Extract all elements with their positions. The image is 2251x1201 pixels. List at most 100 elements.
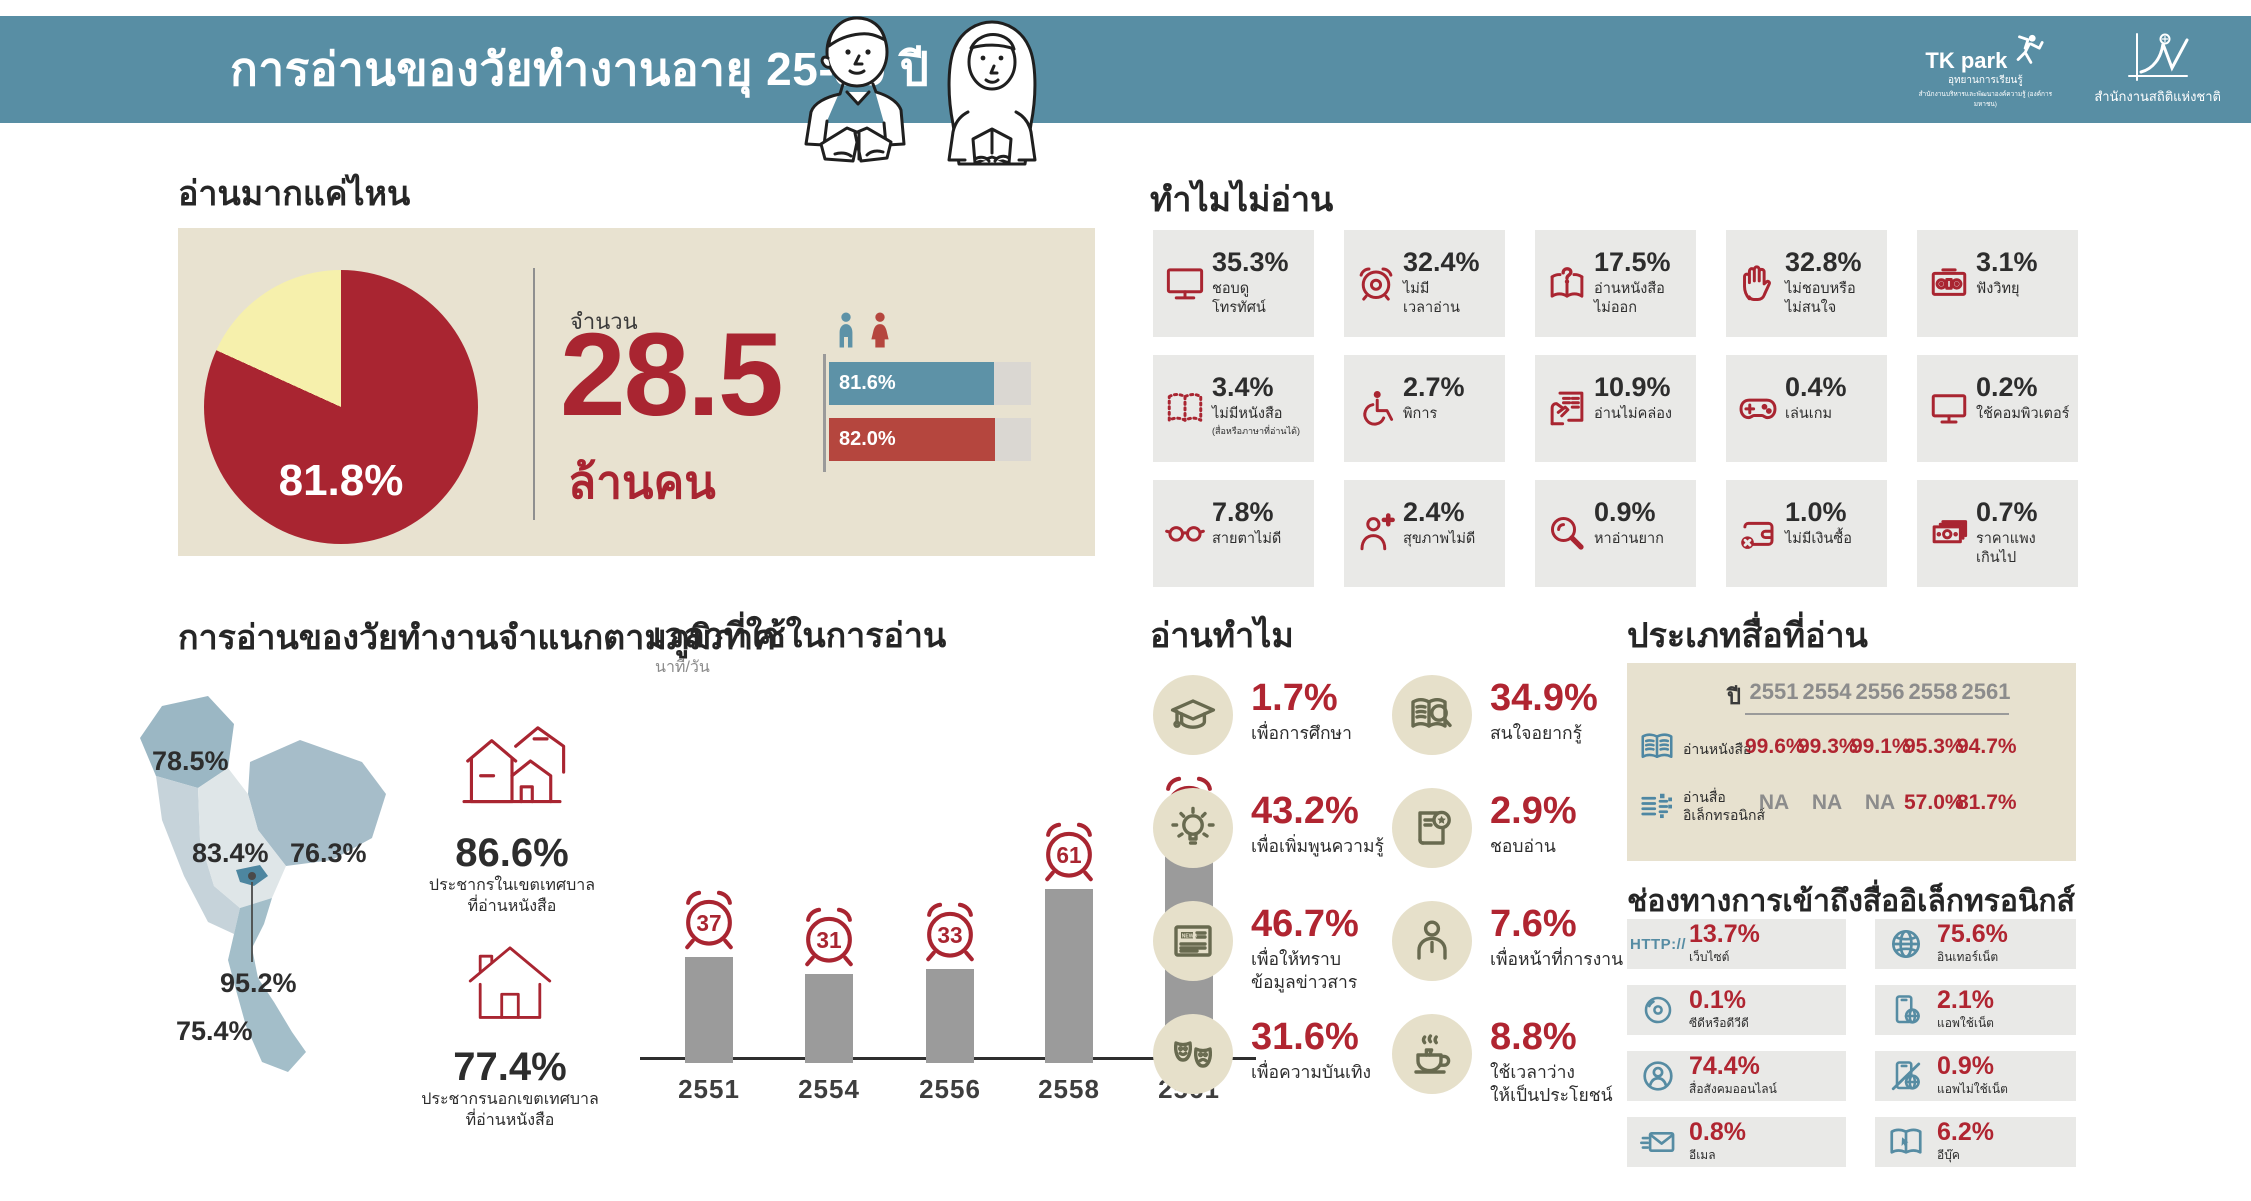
urban-label: ประชากรในเขตเทศบาล ที่อ่านหนังสือ [428,877,596,915]
male-icon [839,312,853,348]
wheelchair-icon [1363,391,1394,426]
why-read-title: อ่านทำไม [1150,617,1294,655]
why-not-grid: 35.3% ชอบดู โทรทัศน์ 32.4% ไม่มี เวลาอ่าน … [1153,230,2079,587]
social-media-icon [1643,1061,1673,1091]
health-icon [1360,513,1395,551]
male-bar: 81.6% [829,362,994,405]
svg-text:33: 33 [937,922,962,948]
clock-badge-icon: 37 [685,890,733,950]
channel-item: 0.8% อีเมล [1627,1117,1846,1167]
channel-item: HTTP:// 13.7% เว็บไซต์ [1627,919,1846,969]
why-read-item: 8.8% ใช้เวลาว่าง ให้เป็นประโยชน์ [1392,1014,1613,1106]
book-star-icon [1418,810,1451,845]
media-types-title: ประเภทสื่อที่อ่าน [1627,617,1868,655]
time-year: 2558 [1038,1074,1100,1104]
why-read-item: 1.7% เพื่อการศึกษา [1153,675,1352,755]
newspaper-icon: NEWS [1174,925,1212,957]
map-region-northeast [248,740,386,866]
tv-icon [1166,268,1204,300]
rural-pct: 77.4% [453,1045,567,1089]
amount-value: 28.5 [560,309,784,441]
row-label: อ่านสื่อ อิเล็กทรอนิกส์ [1683,789,1765,823]
rural-readers-block: 77.4% ประชากรนอกเขตเทศบาล ที่อ่านหนังสือ [410,928,610,1132]
lightbulb-icon [1171,806,1215,845]
alarm-clock-icon [1359,267,1393,301]
cd-icon [1644,996,1672,1024]
urban-houses-icon [462,726,566,804]
open-book-icon [1641,733,1673,759]
media-types-table: ปี 2551 2554 2556 2558 2561 อ่านหนังสือ … [1627,663,2076,861]
book-question-icon [1550,267,1584,298]
tkpark-logo-text: TK park [1925,47,2008,73]
teacup-icon [1414,1034,1451,1074]
channel-item: 0.1% ซีดีหรือดีวีดี [1627,985,1846,1035]
time-bar-group: 31 2554 [798,906,859,1104]
amount-label: จำนวน [570,309,638,334]
magnifier-icon [1550,516,1584,550]
banknotes-icon [1932,520,1968,544]
tkpark-runner-icon [2016,34,2044,64]
ebook-icon [1890,1128,1922,1154]
year-col: 2556 [1855,679,1905,704]
svg-text:37: 37 [696,910,721,936]
year-header: ปี [1727,684,1741,709]
male-bar-value: 81.6% [839,372,896,394]
readers-pie-label: 81.8% [278,456,404,505]
how-much-title: อ่านมากแค่ไหน [178,175,411,213]
year-col: 2561 [1961,679,2011,704]
reading-difficulty-icon [1550,391,1584,426]
map-central-value: 83.4% [192,838,269,868]
nso-logo-text: สำนักงานสถิติแห่งชาติ [2094,89,2221,104]
why-read-item: 31.6% เพื่อความบันเทิง [1153,1014,1371,1094]
channel-item: 0.9% แอพไม่ใช้เน็ต [1875,1051,2076,1101]
thailand-map: 78.5% 83.4% 76.3% 95.2% 75.4% [140,696,386,1072]
male-bar-track: 81.6% [829,362,1031,405]
tkpark-logo-subtitle: อุทยานการเรียนรู้ [1947,74,2023,86]
map-region-west [156,776,240,934]
why-read-item: NEWS 46.7% เพื่อให้ทราบ ข้อมูลข่าวสาร [1153,901,1359,993]
nso-logo: สำนักงานสถิติแห่งชาติ [2094,32,2221,107]
female-icon [871,312,889,348]
time-bar-group: 33 2556 [919,901,981,1104]
page-title: การอ่านของวัยทำงานอายุ 25-59 ปี [230,43,930,95]
theater-masks-icon [1174,1041,1212,1068]
nso-logo-icon [2127,33,2189,81]
time-unit: นาที/วัน [655,659,710,676]
graduation-cap-icon [1170,699,1216,729]
time-year: 2556 [919,1074,981,1104]
why-not-item: 2.4% สุขภาพไม่ดี [1344,480,1505,587]
computer-icon [1931,394,1967,424]
person-icon [1417,920,1447,960]
book-dotted-icon [1167,393,1203,422]
panel-divider [533,268,535,520]
book-magnifier-icon [1411,698,1452,728]
svg-text:NEWS: NEWS [1182,933,1198,939]
header-bar [0,16,2251,123]
http-icon: HTTP:// [1630,935,1686,953]
year-col: 2558 [1908,679,1958,704]
map-region-south [228,898,306,1072]
time-title: เวลาที่ใช้ในการอ่าน [653,617,947,655]
time-bar [805,974,853,1063]
why-read-item: 34.9% สนใจอยากรู้ [1392,675,1598,755]
clock-badge-icon: 61 [1045,822,1093,882]
why-not-item: 3.1% ฟังวิทยุ [1917,230,2078,337]
why-read-item: 43.2% เพื่อเพิ่มพูนความรู้ [1153,788,1384,868]
how-much-panel: 81.8% จำนวน 28.5 ล้านคน 81.6% 82.0% [178,228,1095,556]
rural-house-icon [468,946,552,1019]
regions-title: การอ่านของวัยทำงานจำแนกตามภูมิภาค [178,619,776,657]
time-bar-group: 37 2551 [678,889,739,1104]
clock-badge-icon: 33 [926,902,974,962]
svg-text:31: 31 [816,927,841,953]
why-read-item: 7.6% เพื่อหน้าที่การงาน [1392,901,1623,981]
reading-couple-illustration [804,16,1037,166]
map-south-value: 75.4% [176,1016,253,1046]
channels-title: ช่องทางการเข้าถึงสื่ออิเล็กทรอนิกส์ [1627,885,2075,918]
phone-net-icon [1895,995,1920,1024]
rural-label: ประชากรนอกเขตเทศบาล ที่อ่านหนังสือ [421,1091,599,1129]
time-bar [685,957,733,1063]
svg-text:61: 61 [1056,842,1081,868]
readers-pie [204,270,478,544]
why-not-item: 32.4% ไม่มี เวลาอ่าน [1344,230,1505,337]
